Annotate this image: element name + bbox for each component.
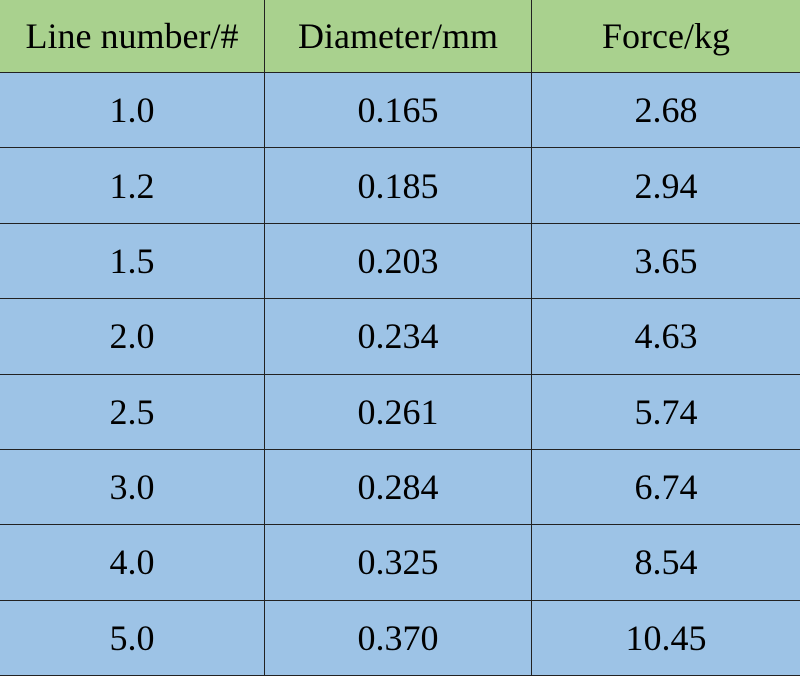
table-cell: 1.5 xyxy=(0,223,265,300)
table-cell: 3.65 xyxy=(532,223,800,300)
table-cell: 2.0 xyxy=(0,299,265,375)
table-cell: 0.185 xyxy=(265,148,532,224)
table-cell: 4.63 xyxy=(532,299,800,375)
table-cell: 0.284 xyxy=(265,449,532,526)
table-cell: 0.203 xyxy=(265,223,532,300)
table-cell: 0.261 xyxy=(265,374,532,450)
table-cell: 10.45 xyxy=(532,600,800,676)
table-cell: 3.0 xyxy=(0,449,265,526)
table-cell: 0.234 xyxy=(265,299,532,375)
table-cell: 1.0 xyxy=(0,73,265,149)
header-cell: Force/kg xyxy=(532,0,800,73)
table-cell: 0.325 xyxy=(265,525,532,601)
table-cell: 5.74 xyxy=(532,374,800,450)
table-cell: 6.74 xyxy=(532,449,800,526)
table-cell: 0.165 xyxy=(265,73,532,149)
table-cell: 2.5 xyxy=(0,374,265,450)
table-cell: 0.370 xyxy=(265,600,532,676)
table-cell: 5.0 xyxy=(0,600,265,676)
table-cell: 4.0 xyxy=(0,525,265,601)
header-cell: Diameter/mm xyxy=(265,0,532,73)
table-cell: 1.2 xyxy=(0,148,265,224)
header-cell: Line number/# xyxy=(0,0,265,73)
table-cell: 8.54 xyxy=(532,525,800,601)
table-cell: 2.94 xyxy=(532,148,800,224)
table-cell: 2.68 xyxy=(532,73,800,149)
